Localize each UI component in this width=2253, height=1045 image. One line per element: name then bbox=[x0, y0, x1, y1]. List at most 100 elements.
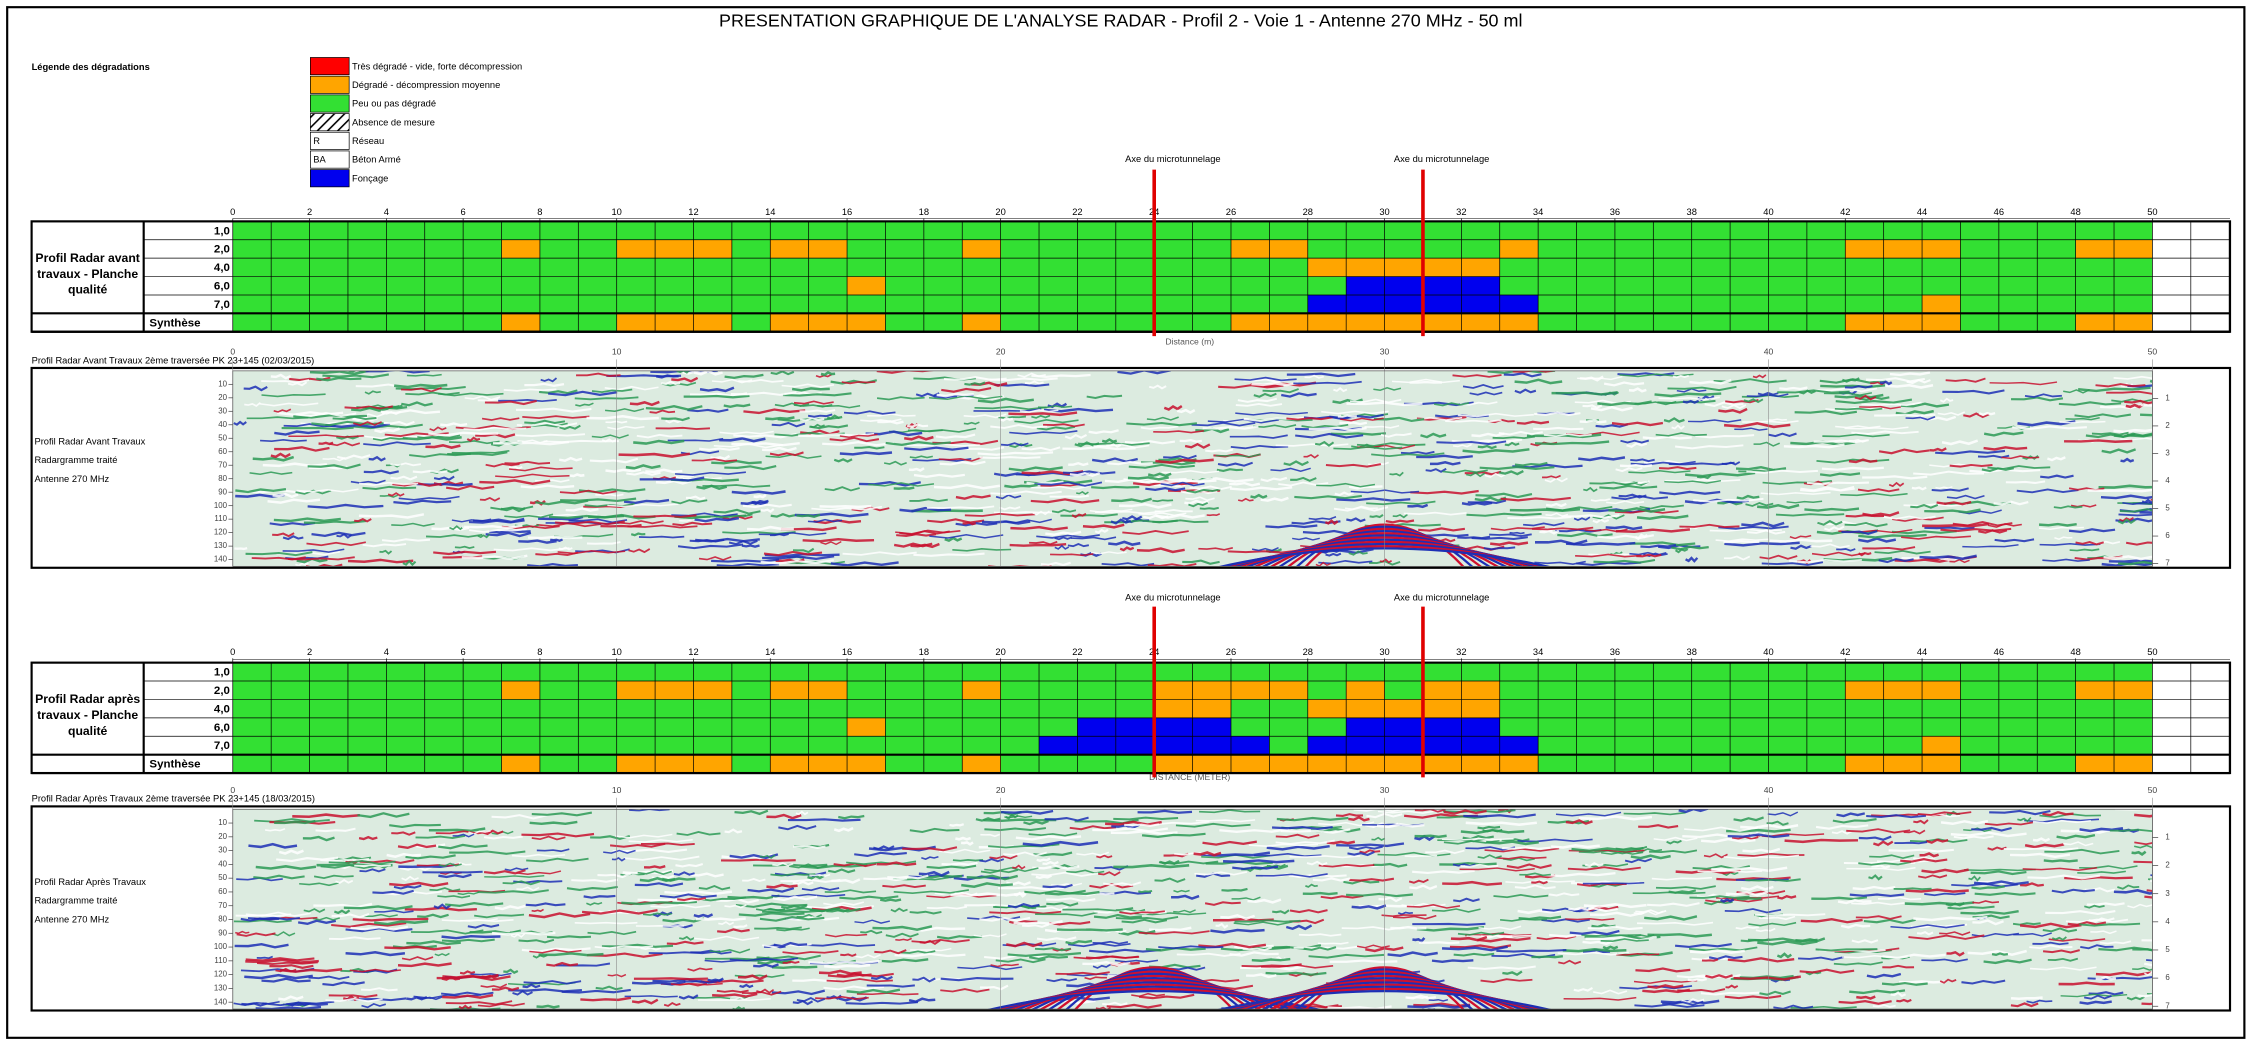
radargram-distance-label: 20 bbox=[996, 346, 1006, 356]
radargram-texture bbox=[1419, 942, 1460, 943]
scale-label: 30 bbox=[1379, 647, 1389, 657]
radargram-texture bbox=[2064, 440, 2132, 441]
cell-segment bbox=[502, 755, 540, 773]
scale-label: 26 bbox=[1226, 647, 1236, 657]
radargram-depth-label: 3 bbox=[2165, 449, 2170, 458]
legend-label: Très dégradé - vide, forte décompression bbox=[352, 61, 522, 71]
radargram-texture bbox=[796, 515, 820, 517]
radargram-texture bbox=[644, 866, 665, 867]
radargram-depth-label: 3 bbox=[2165, 889, 2170, 898]
cell-segment bbox=[617, 313, 732, 331]
scale-label: 34 bbox=[1533, 647, 1543, 657]
row-label: 1,0 bbox=[214, 225, 230, 237]
radargram-texture bbox=[600, 525, 641, 527]
radargram-time-label: 20 bbox=[218, 832, 227, 841]
radargram-time-label: 130 bbox=[214, 983, 228, 992]
cell-segment bbox=[1346, 681, 1384, 699]
radargram-time-label: 140 bbox=[214, 555, 228, 564]
cell-segment bbox=[502, 240, 540, 258]
row-extra bbox=[2152, 663, 2230, 681]
row-extra bbox=[2152, 699, 2230, 717]
scale-label: 2 bbox=[307, 207, 312, 217]
radargram-caption: Profil Radar Après Travaux 2ème traversé… bbox=[32, 794, 315, 804]
radargram-depth-label: 7 bbox=[2165, 559, 2169, 568]
radargram-texture bbox=[1138, 891, 1152, 892]
profile-label: qualité bbox=[68, 724, 108, 738]
scale-label: 48 bbox=[2070, 647, 2080, 657]
radargram-texture bbox=[2059, 983, 2115, 984]
row-extra bbox=[2152, 295, 2230, 313]
radargram-texture bbox=[1816, 949, 1878, 950]
cell-segment bbox=[1308, 699, 1500, 717]
radargram-texture bbox=[639, 537, 684, 538]
radargram-time-label: 50 bbox=[218, 873, 227, 882]
row-label: 2,0 bbox=[214, 244, 230, 256]
scale-label: 22 bbox=[1072, 207, 1082, 217]
radargram-texture bbox=[1510, 533, 1525, 534]
radargram-texture bbox=[528, 537, 582, 538]
radargram-texture bbox=[1412, 924, 1485, 925]
radargram-time-label: 120 bbox=[214, 970, 228, 979]
radargram-texture bbox=[1050, 554, 1093, 555]
row-label: Synthèse bbox=[149, 317, 200, 329]
radargram-note: Profil Radar Après Travaux bbox=[34, 877, 146, 887]
radargram-texture bbox=[1338, 415, 1357, 416]
radargram-time-label: 100 bbox=[214, 501, 228, 510]
radargram-note: Radargramme traité bbox=[34, 455, 117, 465]
radargram-texture bbox=[699, 448, 739, 450]
radargram-depth-label: 5 bbox=[2165, 504, 2170, 513]
radargram-texture bbox=[2011, 998, 2043, 999]
scale-label: 10 bbox=[612, 647, 622, 657]
radargram-texture bbox=[2044, 860, 2078, 861]
row-label: 6,0 bbox=[214, 281, 230, 293]
radargram-texture bbox=[880, 900, 901, 901]
legend-label: Réseau bbox=[352, 136, 384, 146]
radargram-time-label: 110 bbox=[214, 956, 227, 965]
radargram-texture bbox=[530, 822, 578, 824]
radargram-texture bbox=[1331, 433, 1386, 434]
radargram-time-label: 70 bbox=[218, 460, 227, 469]
scale-label: 32 bbox=[1456, 207, 1466, 217]
row-label: 4,0 bbox=[214, 262, 230, 274]
radargram-texture bbox=[1462, 503, 1492, 505]
radargram-texture bbox=[633, 515, 696, 517]
radargram-time-label: 140 bbox=[214, 997, 228, 1006]
cell-segment bbox=[770, 313, 885, 331]
radargram-image bbox=[233, 808, 2218, 1017]
scale-label: 0 bbox=[230, 647, 235, 657]
cell-segment bbox=[502, 313, 540, 331]
row-label: 4,0 bbox=[214, 703, 230, 715]
title: PRESENTATION GRAPHIQUE DE L'ANALYSE RADA… bbox=[719, 10, 1522, 30]
scale-label: 50 bbox=[2147, 207, 2157, 217]
cell-segment bbox=[617, 681, 732, 699]
radargram-depth-label: 4 bbox=[2165, 917, 2170, 926]
profile-label: travaux - Planche bbox=[37, 708, 138, 722]
radargram-texture bbox=[1702, 959, 1718, 960]
radargram-texture bbox=[1091, 487, 1139, 488]
row-extra bbox=[2152, 258, 2230, 276]
scale-label: 4 bbox=[384, 207, 389, 217]
radargram-time-label: 60 bbox=[218, 447, 227, 456]
scale-label: 48 bbox=[2070, 207, 2080, 217]
legend-label: Fonçage bbox=[352, 173, 388, 183]
radargram-texture bbox=[1432, 960, 1473, 961]
radargram-caption: Profil Radar Avant Travaux 2ème traversé… bbox=[32, 355, 315, 365]
scale-label: 40 bbox=[1763, 647, 1773, 657]
radargram-distance-label: 0 bbox=[230, 346, 235, 356]
radargram-texture bbox=[867, 985, 915, 986]
radargram-time-label: 10 bbox=[218, 379, 227, 388]
scale-label: 22 bbox=[1072, 647, 1082, 657]
radargram-texture bbox=[696, 919, 746, 920]
radargram-depth-label: 1 bbox=[2165, 393, 2169, 402]
radargram-texture bbox=[1057, 929, 1123, 930]
cell-segment bbox=[962, 313, 1000, 331]
radargram-texture bbox=[1894, 888, 1932, 889]
legend-code: BA bbox=[313, 155, 326, 165]
row-label: 7,0 bbox=[214, 740, 230, 752]
legend-label: Béton Armé bbox=[352, 155, 401, 165]
radargram-time-label: 80 bbox=[218, 915, 227, 924]
radargram-texture bbox=[980, 457, 1041, 458]
row-extra bbox=[2152, 313, 2230, 331]
cell-segment bbox=[962, 755, 1000, 773]
radargram-image bbox=[233, 369, 2208, 575]
